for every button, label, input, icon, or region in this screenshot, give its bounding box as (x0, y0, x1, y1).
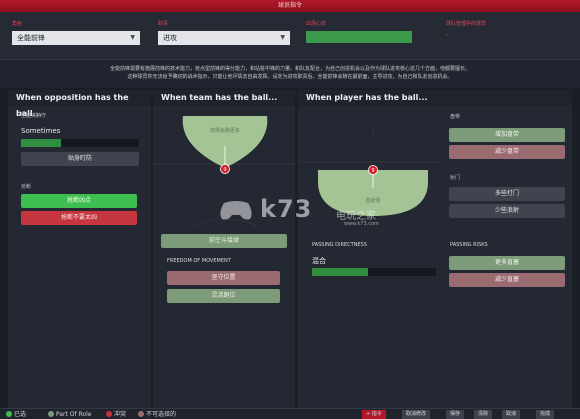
familiarity-meter (306, 31, 412, 43)
role-description: 全能前锋需要有施展前锋的技术能力，抢点型前锋的得分能力，和站桩中锋的力量。和队友… (0, 60, 580, 88)
passing-directness-fill (312, 268, 368, 276)
gamepad-icon (220, 201, 252, 220)
closing-down-value: Sometimes (21, 127, 61, 135)
secondary-field: 球队管理中的球员 - (446, 20, 546, 39)
player-header: When player has the ball... (298, 90, 572, 106)
cross-button[interactable]: 前空斗接球 (161, 234, 287, 248)
legend-label: 不可选择的 (146, 411, 177, 418)
revert-button[interactable]: 取消修改 (402, 410, 431, 419)
team-panel: When team has the ball... 前场会跑更多 9 前空斗接球… (153, 90, 295, 408)
description-line-1: 全能前锋需要有施展前锋的技术能力，抢点型前锋的得分能力，和站桩中锋的力量。和队友… (109, 66, 470, 72)
conflict-dot-icon (106, 411, 112, 417)
mark-tighter-button[interactable]: 贴身盯防 (21, 152, 139, 166)
shoot-more-button[interactable]: 多些打门 (449, 187, 565, 201)
chevron-down-icon: ▼ (130, 34, 135, 41)
watermark-cn: 电玩之家 (336, 211, 376, 222)
dribble-more-button[interactable]: 增加盘带 (449, 128, 565, 142)
shoot-less-button[interactable]: 少些浪射 (449, 204, 565, 218)
tackle-harder-button[interactable]: 抢断凶点 (21, 194, 137, 208)
player-number: 9 (223, 167, 226, 173)
shoot-label: 射门 (450, 175, 461, 181)
legend-conflict: 冲突 (106, 410, 126, 419)
done-button[interactable]: 完成 (536, 410, 555, 419)
save-button[interactable]: 保存 (446, 410, 465, 419)
watermark-brand: k73 (260, 195, 313, 223)
area-label: 直射球 (365, 197, 380, 204)
opposition-header: When opposition has the ball... (8, 90, 151, 118)
player-panel: When player has the ball... 直射球 9 盘带 增加盘… (298, 90, 572, 408)
role-dropdown[interactable]: 全能前锋 ▼ (12, 31, 140, 45)
legend-label: 已选 (14, 411, 27, 418)
duty-value: 进攻 (163, 34, 177, 42)
legend-label: Part Of Role (56, 411, 92, 418)
dribble-less-button[interactable]: 减少盘带 (449, 145, 565, 159)
closing-down-slider[interactable] (21, 139, 139, 147)
window-title: 球员指令 (0, 0, 580, 12)
description-line-2: 这种球员你无法给予确切的战术指示，只能让他尽情去自由发挥。设定为进攻职责后，全能… (127, 74, 453, 80)
role-label: 角色 (12, 21, 23, 27)
familiarity-field: 出场心态 (306, 20, 416, 43)
risk-more-button[interactable]: 更多直塞 (449, 256, 565, 270)
duty-field: 职责 进攻 ▼ (158, 20, 290, 45)
familiarity-label: 出场心态 (306, 21, 327, 27)
player-number: 9 (371, 168, 374, 174)
passing-risks-label: PASSING RISKS (450, 242, 488, 248)
duty-label: 职责 (158, 21, 169, 27)
legend-selected: 已选 (6, 410, 26, 419)
watermark: k73 电玩之家 www.k73.com (218, 193, 408, 233)
top-bar: 角色 全能前锋 ▼ 职责 进攻 ▼ 出场心态 球队管理中的球员 - (0, 12, 580, 60)
closing-down-label: 压迫式防守 (21, 113, 47, 119)
dribble-label: 盘带 (450, 114, 461, 120)
cone-label: 前场会跑更多 (210, 127, 240, 134)
part-of-role-dot-icon (48, 411, 54, 417)
closing-down-fill (21, 139, 62, 147)
passing-directness-label: PASSING DIRECTNESS (312, 242, 367, 248)
role-value: 全能前锋 (17, 34, 45, 42)
duty-dropdown[interactable]: 进攻 ▼ (158, 31, 290, 45)
movement-label: FREEDOM OF MOVEMENT (167, 258, 231, 264)
risk-less-button[interactable]: 减少直塞 (449, 273, 565, 287)
roam-button[interactable]: 灵活跑位 (167, 289, 280, 303)
legend-unavailable: 不可选择的 (138, 410, 176, 419)
movement-cone (182, 116, 268, 168)
ease-off-tackles-button[interactable]: 抢断不要太凶 (21, 211, 137, 225)
unavailable-dot-icon (138, 411, 144, 417)
role-field: 角色 全能前锋 ▼ (12, 20, 140, 45)
secondary-label: 球队管理中的球员 (446, 21, 487, 27)
clear-button[interactable]: 清除 (474, 410, 493, 419)
status-bar: 已选 Part Of Role 冲突 不可选择的 + 指令 取消修改 保存 清除… (0, 408, 580, 419)
legend-label: 冲突 (114, 411, 127, 418)
player-pitch-diagram: 直射球 9 (298, 126, 440, 216)
add-instruction-button[interactable]: + 指令 (362, 410, 386, 419)
legend-part-of-role: Part Of Role (48, 410, 91, 419)
passing-directness-value: 混合 (312, 257, 326, 265)
passing-directness-slider[interactable] (312, 268, 436, 276)
player-marker (368, 165, 378, 175)
watermark-url: www.k73.com (344, 221, 379, 227)
secondary-value: - (446, 31, 449, 39)
team-pitch-diagram: 前场会跑更多 9 (153, 116, 295, 227)
selected-dot-icon (6, 411, 12, 417)
cancel-button[interactable]: 取消 (502, 410, 521, 419)
hold-position-button[interactable]: 坚守位置 (167, 271, 280, 285)
chevron-down-icon: ▼ (280, 34, 285, 41)
team-header: When team has the ball... (153, 90, 295, 106)
opposition-panel: When opposition has the ball... 压迫式防守 So… (8, 90, 151, 408)
tackling-label: 抢断 (21, 184, 32, 190)
player-marker (220, 164, 230, 174)
passing-area (318, 170, 428, 216)
